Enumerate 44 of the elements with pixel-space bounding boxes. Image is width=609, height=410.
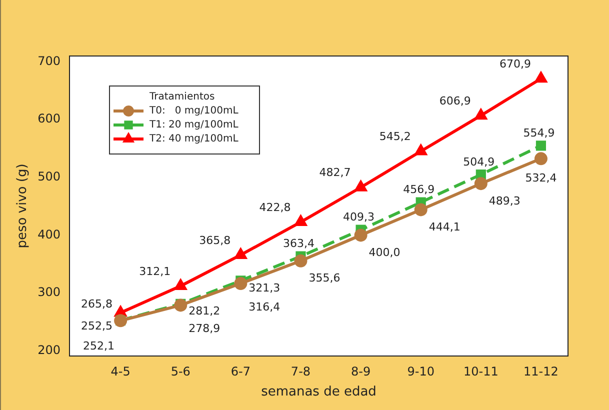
x-tick-label: 7-8 [290,364,311,378]
legend-label: T1: 20 mg/100mL [148,120,239,131]
data-label: 355,6 [308,272,340,285]
data-label: 456,9 [403,183,435,196]
x-tick-label: 4-5 [110,364,130,378]
y-tick-label: 600 [38,112,61,126]
data-label: 252,1 [83,340,115,353]
x-tick-label: 8-9 [350,364,371,378]
data-label: 409,3 [343,210,375,224]
data-label: 532,4 [525,172,557,185]
y-tick-label: 200 [38,342,61,357]
data-label: 489,3 [488,194,520,208]
data-label: 545,2 [379,130,411,144]
x-tick-label: 6-7 [230,364,250,378]
data-label: 606,9 [439,94,471,108]
y-axis-title: peso vivo (g) [15,164,30,248]
data-label: 252,5 [81,319,113,332]
data-label: 278,9 [188,322,220,336]
y-tick-label: 500 [38,170,61,184]
data-label: 422,8 [259,200,291,214]
x-axis-title: semanas de edad [261,384,376,400]
y-tick-label: 700 [38,54,61,68]
data-label: 504,9 [463,155,495,168]
data-label: 365,8 [199,234,231,247]
data-label: 670,9 [499,57,531,70]
data-label: 482,7 [319,166,351,180]
data-label: 444,1 [428,220,460,234]
x-tick-label: 5-6 [170,364,190,378]
data-label: 281,2 [188,304,220,318]
data-label: 316,4 [248,300,280,314]
y-tick-label: 400 [38,227,61,242]
data-label: 554,9 [523,126,555,140]
data-label: 265,8 [81,298,113,311]
data-label: 363,4 [282,237,314,250]
data-label: 400,0 [368,246,400,260]
legend-label: T2: 40 mg/100mL [148,134,239,145]
y-tick-label: 300 [38,285,61,300]
x-tick-label: 9-10 [407,364,434,378]
data-label: 312,1 [139,264,171,278]
legend-title: Tratamientos [148,92,215,103]
x-tick-label: 11-12 [524,364,558,378]
x-tick-label: 10-11 [463,364,498,378]
data-label: 321,3 [248,282,280,295]
legend-label: T0: 0 mg/100mL [148,106,239,117]
